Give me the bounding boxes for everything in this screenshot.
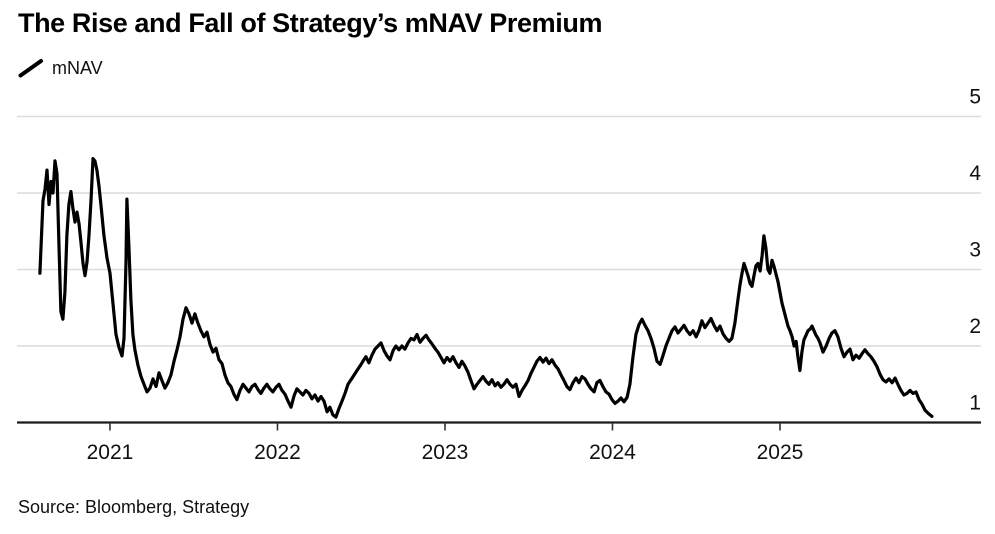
x-axis-label: 2024: [589, 441, 636, 464]
source-note: Source: Bloomberg, Strategy: [18, 497, 250, 517]
chart-title: The Rise and Fall of Strategy’s mNAV Pre…: [18, 8, 603, 38]
y-axis-label: 4: [969, 162, 981, 185]
y-axis-label: 5: [969, 86, 981, 109]
mnav-line-series: [38, 157, 934, 419]
x-axis-label: 2022: [254, 441, 301, 464]
x-axis-label: 2021: [87, 441, 134, 464]
y-axis-label: 2: [969, 315, 981, 338]
legend: mNAV: [18, 56, 103, 80]
y-axis-label: 3: [969, 239, 981, 262]
x-axis-label: 2025: [757, 441, 804, 464]
y-axis-label: 1: [969, 392, 981, 415]
legend-label: mNAV: [52, 57, 103, 78]
x-axis-label: 2023: [422, 441, 469, 464]
line-series-marker-icon: [18, 58, 43, 77]
